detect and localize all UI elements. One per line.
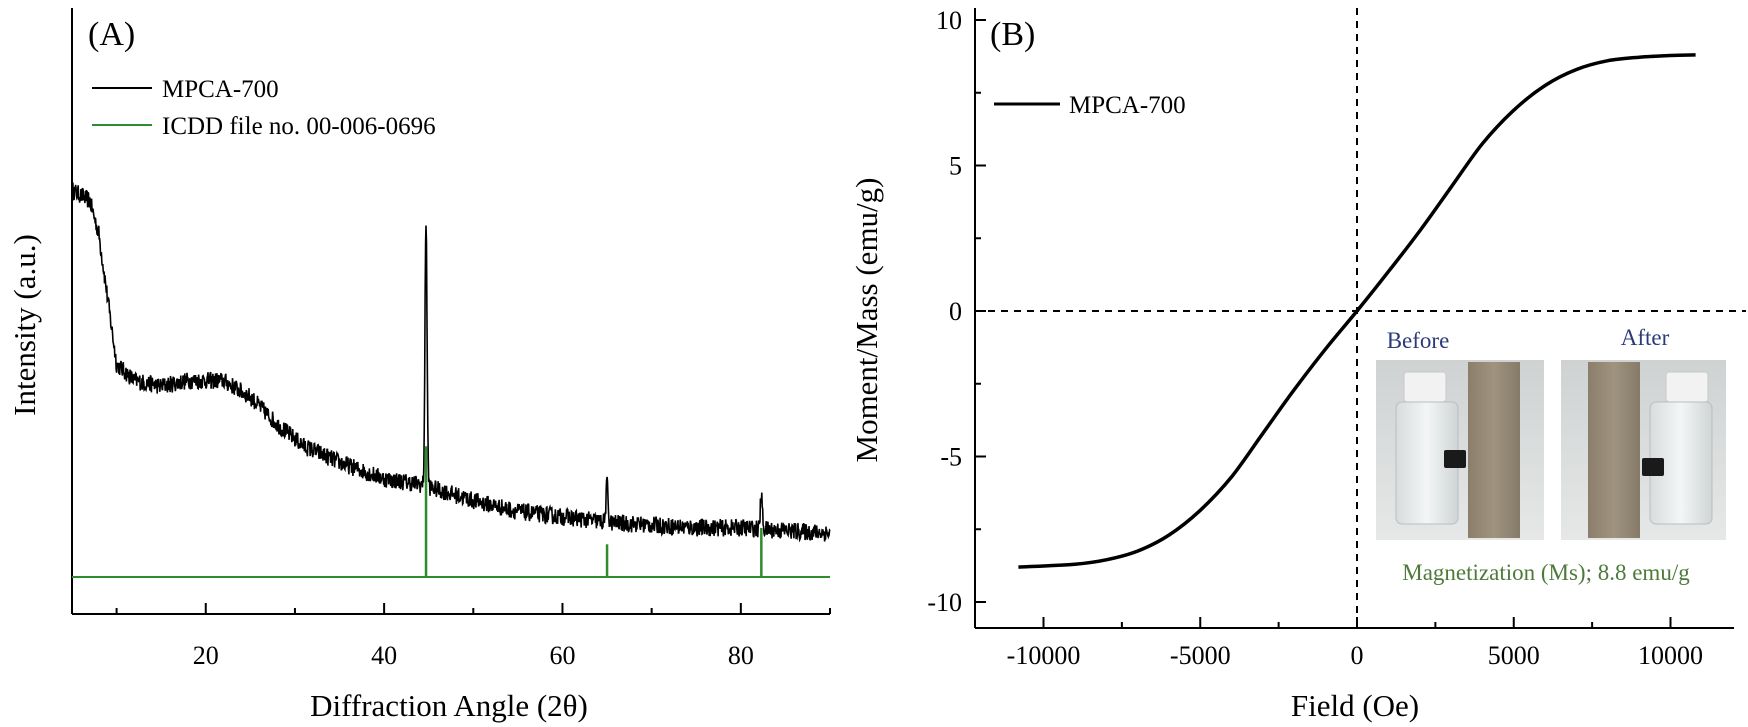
before-photo bbox=[1376, 360, 1544, 540]
after-photo bbox=[1561, 360, 1726, 540]
panel-b-legend: MPCA-700 bbox=[994, 92, 1186, 119]
series-mpca-700-hysteresis bbox=[1018, 53, 1696, 569]
vial-cap-icon bbox=[1665, 371, 1709, 403]
panel-b-ticks bbox=[975, 19, 1672, 628]
series-icdd-sticks bbox=[72, 446, 830, 578]
x-tick-label: 80 bbox=[728, 641, 754, 670]
panel-a-x-title: Diffraction Angle (2θ) bbox=[310, 688, 588, 723]
panel-b-x-title: Field (Oe) bbox=[1291, 688, 1419, 723]
vial-cap-icon bbox=[1403, 371, 1447, 403]
inset-photos: Before After Magnetization (Ms); 8.8 emu… bbox=[1376, 325, 1726, 585]
y-tick-label: 10 bbox=[936, 6, 962, 35]
panel-a: (A) 20 40 60 80 MPCA-700 ICDD file no. 00-0… bbox=[7, 8, 831, 723]
magnet-bar-icon bbox=[1588, 362, 1640, 538]
panel-a-legend: MPCA-700 ICDD file no. 00-006-0696 bbox=[92, 76, 436, 140]
x-tick-label: 0 bbox=[1351, 641, 1364, 670]
x-tick-label: 40 bbox=[371, 641, 397, 670]
y-tick-label: 5 bbox=[949, 152, 962, 181]
panel-b-label: (B) bbox=[990, 16, 1035, 53]
panel-b-y-title: Moment/Mass (emu/g) bbox=[849, 178, 884, 463]
series-mpca-700-xrd bbox=[71, 182, 831, 543]
x-tick-label: 60 bbox=[549, 641, 575, 670]
inset-before-label: Before bbox=[1387, 328, 1450, 353]
panel-b: (B) -10000 -5000 0 5000 10000 -10 -5 0 5 10 MPCA-… bbox=[849, 6, 1746, 723]
adsorbent-particle-icon bbox=[1444, 450, 1466, 468]
panel-a-label: (A) bbox=[88, 16, 135, 53]
adsorbent-particle-icon bbox=[1642, 458, 1664, 476]
inset-magnetization-caption: Magnetization (Ms); 8.8 emu/g bbox=[1402, 560, 1690, 585]
legend-label-mpca: MPCA-700 bbox=[162, 76, 279, 103]
panel-a-ticks bbox=[115, 603, 831, 614]
x-tick-label: -10000 bbox=[1007, 641, 1081, 670]
magnet-bar-icon bbox=[1468, 362, 1520, 538]
y-tick-label: -5 bbox=[940, 443, 962, 472]
x-tick-label: 20 bbox=[193, 641, 219, 670]
legend-label-mpca-b: MPCA-700 bbox=[1069, 92, 1186, 119]
panel-a-tick-labels: 20 40 60 80 bbox=[193, 641, 754, 670]
x-tick-label: 5000 bbox=[1488, 641, 1540, 670]
inset-after-label: After bbox=[1621, 325, 1670, 350]
panel-a-y-title: Intensity (a.u.) bbox=[7, 234, 42, 416]
y-tick-label: -10 bbox=[927, 588, 962, 617]
panel-b-tick-labels: -10000 -5000 0 5000 10000 -10 -5 0 5 10 bbox=[927, 6, 1703, 670]
legend-label-icdd: ICDD file no. 00-006-0696 bbox=[162, 113, 436, 140]
x-tick-label: -5000 bbox=[1170, 641, 1231, 670]
y-tick-label: 0 bbox=[949, 297, 962, 326]
x-tick-label: 10000 bbox=[1638, 641, 1703, 670]
